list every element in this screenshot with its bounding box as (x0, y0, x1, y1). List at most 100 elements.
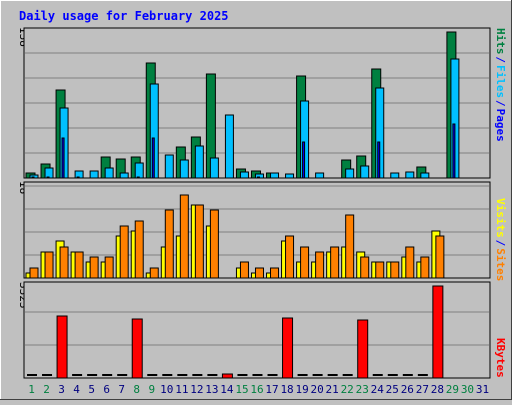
sites-bar (134, 220, 144, 279)
pages-bar (61, 137, 65, 179)
bottom-panel (23, 281, 491, 379)
x-axis-label: 14 (220, 383, 234, 396)
x-axis-label: 11 (175, 383, 188, 396)
x-axis-labels: 1 2 3 4 5 6 7 8 9 10 11 12 13 14 15 16 17 18 19 20 21 22 23 24 2… (28, 383, 489, 396)
sites-bar (104, 256, 114, 279)
sites-bar (149, 267, 159, 279)
sites-bar (254, 267, 264, 279)
sites-legend: Sites (494, 248, 507, 281)
files-bar (239, 171, 249, 179)
kbytes-bar (282, 317, 294, 379)
x-axis-label: 17 (265, 383, 278, 396)
files-bar (209, 157, 219, 179)
visits-legend: Visits (494, 198, 507, 238)
sites-bar (435, 235, 445, 279)
files-bar (270, 172, 280, 179)
pages-legend: Pages (494, 109, 507, 142)
x-axis-label: 22 (341, 383, 354, 396)
sites-bar (405, 246, 415, 279)
x-axis-label: 27 (416, 383, 429, 396)
files-bar (285, 173, 295, 179)
files-bar (164, 154, 174, 179)
x-axis-label: 26 (401, 383, 414, 396)
sites-bar (59, 246, 69, 279)
pages-bar (377, 141, 381, 179)
sites-bar (270, 267, 280, 279)
sites-bar (345, 214, 355, 279)
x-axis-label: 18 (280, 383, 293, 396)
x-axis-label: 5 (88, 383, 95, 396)
files-bar (420, 172, 430, 179)
x-axis-label: 16 (250, 383, 263, 396)
sites-bar (330, 246, 340, 279)
kbytes-bar (131, 318, 143, 379)
sites-bar (390, 261, 400, 279)
files-legend: Files (494, 65, 507, 98)
files-bar (390, 172, 400, 179)
sites-bar (315, 251, 325, 279)
files-bar (405, 171, 415, 179)
legend-separator: / (494, 56, 507, 63)
x-axis-label: 3 (58, 383, 65, 396)
kbytes-bar (56, 315, 68, 379)
bars-group (25, 31, 460, 379)
sites-bar (420, 256, 430, 279)
files-bar (194, 145, 204, 179)
sites-bar (89, 256, 99, 279)
sites-bar (375, 261, 385, 279)
x-axis-label: 21 (326, 383, 339, 396)
pages-bar (452, 123, 456, 179)
x-axis-label: 2 (43, 383, 50, 396)
pages-bar (46, 176, 50, 179)
files-bar (315, 172, 325, 179)
legend-separator: / (494, 100, 507, 107)
sites-bar (209, 209, 219, 279)
files-bar (345, 168, 355, 179)
panels-group (23, 27, 491, 379)
x-axis-label: 9 (148, 383, 155, 396)
x-axis-label: 24 (371, 383, 385, 396)
files-bar (360, 165, 370, 179)
kbytes-bar (432, 285, 444, 379)
x-axis-label: 12 (190, 383, 203, 396)
sites-bar (300, 246, 310, 279)
kbytes-bar (357, 319, 369, 379)
sites-bar (179, 194, 189, 279)
x-axis-label: 19 (295, 383, 308, 396)
files-bar (104, 167, 114, 179)
x-axis-label: 6 (103, 383, 110, 396)
legend-separator: / (494, 240, 507, 247)
pages-bar (31, 176, 35, 179)
files-bar (179, 159, 189, 179)
sites-bar (164, 209, 174, 279)
files-bar (134, 162, 144, 179)
files-bar (89, 170, 99, 179)
x-axis-label: 30 (461, 383, 474, 396)
x-axis-label: 20 (311, 383, 324, 396)
pages-bar (151, 137, 155, 179)
hits-legend: Hits (494, 28, 507, 55)
x-axis-label: 23 (356, 383, 369, 396)
files-bar (224, 114, 234, 179)
pages-bar (302, 141, 306, 179)
x-axis-label: 13 (205, 383, 218, 396)
x-axis-label: 8 (133, 383, 140, 396)
x-axis-label: 4 (73, 383, 80, 396)
x-axis-label: 28 (431, 383, 444, 396)
kbytes-legend: KBytes (494, 338, 507, 378)
pages-bar (256, 176, 260, 179)
x-axis-label: 1 (28, 383, 35, 396)
pages-bar (136, 176, 140, 179)
chart-title: Daily usage for February 2025 (19, 9, 229, 23)
x-axis-label: 29 (446, 383, 459, 396)
sites-bar (239, 261, 249, 279)
x-axis-label: 10 (160, 383, 173, 396)
sites-bar (285, 235, 295, 279)
sites-bar (194, 204, 204, 279)
sites-bar (360, 256, 370, 279)
files-bar (119, 172, 129, 179)
x-axis-label: 25 (386, 383, 399, 396)
